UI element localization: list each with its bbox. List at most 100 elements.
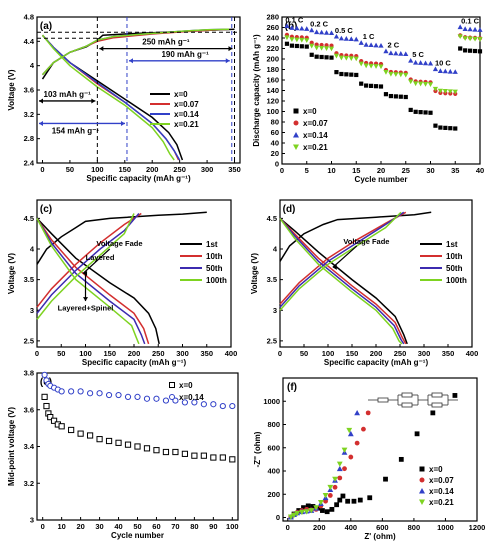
series-line <box>36 217 150 345</box>
rate-label: 1 C <box>363 32 375 41</box>
data-point <box>124 441 132 448</box>
y-tick-label: 4 <box>30 61 35 70</box>
data-point <box>430 410 436 416</box>
data-point <box>329 506 335 512</box>
data-point <box>403 72 409 78</box>
data-point <box>443 125 448 130</box>
data-point <box>143 445 151 452</box>
y-axis-label: Voltage (V) <box>250 253 259 295</box>
series-line <box>36 213 135 320</box>
x-axis-label: Specific capacity (mAh g⁻¹) <box>82 358 187 367</box>
data-point <box>351 498 357 504</box>
data-point <box>320 508 325 513</box>
data-point <box>294 37 300 43</box>
data-point <box>294 43 299 49</box>
panel-b: 0 5 10 15 20 25 30 35 40020406080100120140160180… <box>252 13 484 185</box>
data-point <box>339 71 344 77</box>
y-tick-label: 280 <box>266 13 279 22</box>
x-tick-label: 30 <box>426 166 434 175</box>
y-axis-label: Discharge capacity (mAh g⁻¹) <box>252 34 261 147</box>
data-point <box>289 43 294 48</box>
data-point <box>447 89 453 95</box>
legend-marker <box>419 477 425 483</box>
data-point <box>317 499 324 506</box>
data-point <box>47 414 54 421</box>
data-point <box>153 447 160 454</box>
data-point <box>438 125 443 130</box>
legend-marker <box>419 488 425 494</box>
data-point <box>353 56 359 62</box>
annotation-voltage-fade: Voltage Fade <box>343 237 389 246</box>
annotation-arrow <box>332 245 358 268</box>
x-tick-label: 250 <box>394 349 407 358</box>
data-point <box>353 36 359 42</box>
annotation-layered: Layered <box>86 253 115 262</box>
data-point <box>357 497 363 503</box>
y-tick-label: 4 <box>273 245 278 254</box>
data-point <box>299 37 305 43</box>
plot-frame <box>282 377 478 522</box>
data-point <box>77 430 84 437</box>
rate-label: 0.5 C <box>335 26 354 35</box>
x-tick-label: 70 <box>171 522 179 531</box>
data-point <box>337 475 343 481</box>
series-line <box>279 211 405 308</box>
series-line <box>279 217 408 345</box>
legend-label: 10th <box>446 252 463 261</box>
data-point <box>304 38 310 43</box>
data-point <box>403 51 409 57</box>
data-point <box>428 110 433 115</box>
y-tick-label: 3 <box>30 306 34 315</box>
data-point <box>462 26 468 31</box>
data-point <box>338 55 344 61</box>
arrow-head <box>228 46 233 52</box>
data-point <box>413 109 418 114</box>
data-point <box>427 82 434 88</box>
data-point <box>432 86 439 92</box>
y-tick-label: 3.8 <box>24 369 34 378</box>
data-point <box>378 84 384 89</box>
y-tick-label: 0 <box>276 513 280 522</box>
x-tick-label: 100 <box>91 165 104 174</box>
data-point <box>338 35 344 41</box>
legend-label: x=0.14 <box>174 110 199 119</box>
data-point <box>368 63 374 69</box>
x-tick-label: 0 <box>35 349 39 358</box>
x-tick-label: 1000 <box>437 523 454 532</box>
data-point <box>418 60 424 65</box>
data-point <box>398 94 403 99</box>
data-point <box>373 84 379 89</box>
data-point <box>319 29 325 35</box>
data-point <box>58 423 65 430</box>
x-tick-label: 250 <box>152 349 165 358</box>
data-point <box>200 401 207 408</box>
data-point <box>373 64 379 69</box>
x-axis-label: Z' (ohm) <box>364 532 396 541</box>
x-tick-label: 800 <box>408 523 421 532</box>
data-point <box>284 35 290 41</box>
x-tick-label: 200 <box>313 523 326 532</box>
rate-label: 0.1 C <box>461 16 480 25</box>
data-point <box>299 44 304 49</box>
data-point <box>58 388 65 395</box>
x-tick-label: 50 <box>57 349 65 358</box>
panel-label: (f) <box>287 382 297 393</box>
data-point <box>368 42 374 48</box>
y-tick-label: 140 <box>266 86 279 95</box>
data-point <box>457 34 463 40</box>
data-point <box>340 493 346 499</box>
data-point <box>313 505 320 511</box>
data-point <box>433 123 438 128</box>
data-point <box>309 27 315 33</box>
series-line <box>36 218 140 345</box>
x-tick-label: 350 <box>228 165 241 174</box>
data-point <box>472 48 478 54</box>
data-point <box>319 54 324 60</box>
data-point <box>408 107 413 113</box>
arrow-head <box>83 297 88 302</box>
data-point <box>413 81 419 87</box>
data-point <box>333 53 340 59</box>
data-point <box>388 71 394 77</box>
series-line <box>36 213 140 314</box>
